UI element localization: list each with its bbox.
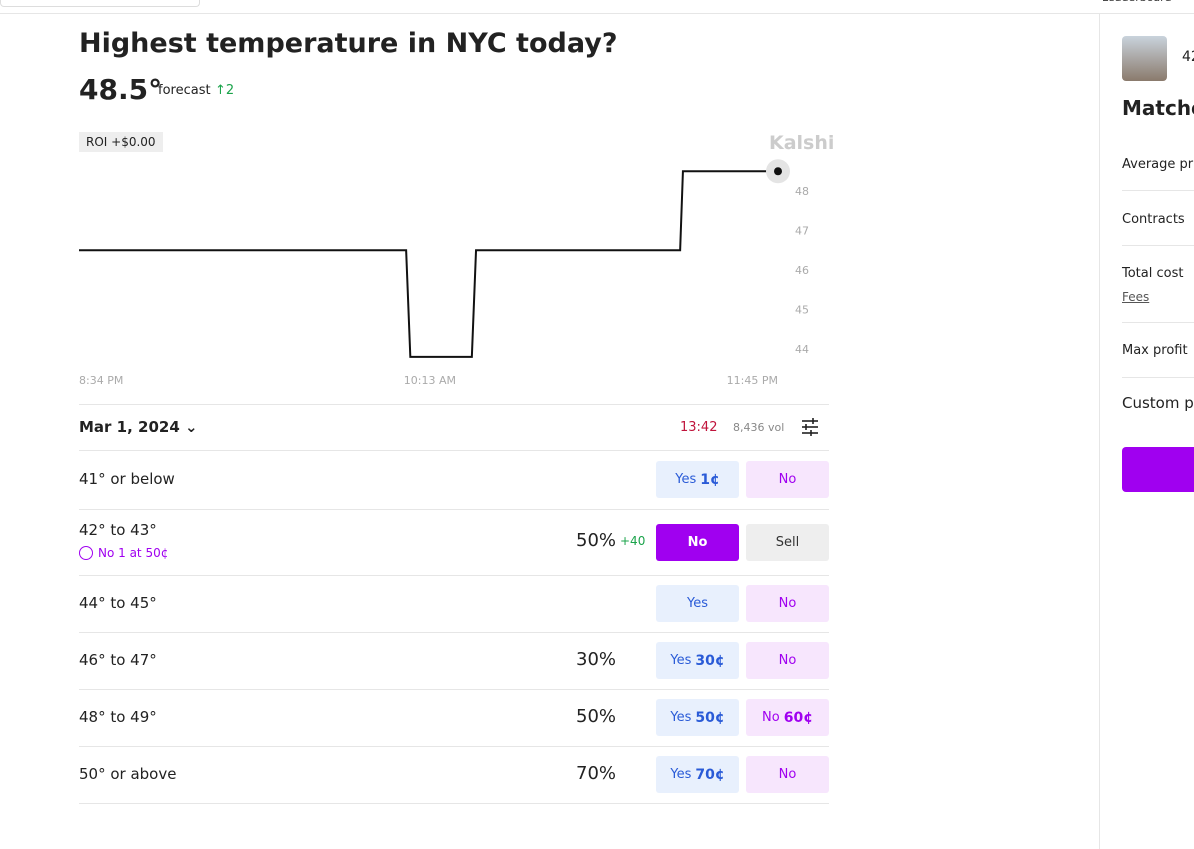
- yes-button[interactable]: No: [656, 523, 739, 561]
- sidebar: 42 Matche Average pri Contracts Total co…: [1100, 14, 1194, 849]
- button-label: Yes: [675, 472, 697, 487]
- chance: 30%: [576, 648, 617, 670]
- divider: [79, 575, 829, 576]
- forecast-label: forecast: [158, 83, 211, 98]
- divider: [1122, 245, 1194, 246]
- nav-link[interactable]: Leaderboard: [1102, 0, 1171, 4]
- volume: 8,436 vol: [733, 421, 785, 434]
- no-button[interactable]: No: [746, 756, 829, 793]
- price: 60¢: [783, 709, 813, 726]
- x-tick-label: 10:13 AM: [404, 374, 456, 387]
- button-label: No: [778, 653, 797, 668]
- price: 30¢: [695, 652, 725, 669]
- outcome-label: 41° or below: [79, 469, 175, 488]
- divider: [1122, 190, 1194, 191]
- outcome-label: 44° to 45°: [79, 593, 157, 612]
- divider: [79, 450, 829, 451]
- watermark: Kalshi: [769, 132, 835, 154]
- divider: [1122, 377, 1194, 378]
- divider: [79, 404, 829, 405]
- x-tick-label: 8:34 PM: [79, 374, 123, 387]
- y-tick-label: 46: [795, 264, 809, 277]
- yes-button[interactable]: Yes: [656, 585, 739, 622]
- yes-button[interactable]: Yes 70¢: [656, 756, 739, 793]
- total-cost: Total cost: [1122, 266, 1184, 281]
- button-label: No: [762, 710, 780, 725]
- button-label: No: [778, 596, 797, 611]
- divider: [79, 803, 829, 804]
- outcome-label: 50° or above: [79, 764, 177, 783]
- forecast-change: ↑2: [215, 83, 235, 98]
- market-image: [1122, 36, 1167, 81]
- divider: [79, 632, 829, 633]
- no-button[interactable]: No: [746, 585, 829, 622]
- divider: [79, 689, 829, 690]
- price: 1¢: [700, 471, 720, 488]
- count: 42: [1182, 49, 1194, 65]
- timer: 13:42: [680, 420, 718, 435]
- button-label: Sell: [775, 534, 800, 550]
- divider: [79, 746, 829, 747]
- position-note: No 1 at 50¢: [79, 546, 168, 560]
- button-label: No: [778, 767, 797, 782]
- chance-delta: +40: [620, 534, 646, 548]
- y-tick-label: 45: [795, 304, 809, 317]
- yes-button[interactable]: Yes 30¢: [656, 642, 739, 679]
- no-button[interactable]: No: [746, 642, 829, 679]
- roi-badge: ROI +$0.00: [79, 132, 163, 152]
- divider: [1122, 322, 1194, 323]
- y-tick-label: 48: [795, 185, 809, 198]
- fees-link[interactable]: Fees: [1122, 290, 1150, 304]
- outcome-label: 46° to 47°: [79, 650, 157, 669]
- divider: [79, 509, 829, 510]
- no-button[interactable]: Sell: [746, 523, 829, 561]
- button-label: Yes: [670, 710, 692, 725]
- outcome-label: 42° to 43°: [79, 521, 157, 539]
- divider: [0, 13, 1194, 14]
- end-point: [774, 167, 782, 176]
- contracts: Contracts: [1122, 212, 1185, 227]
- sidebar-heading: Matche: [1122, 96, 1194, 120]
- chance: 50%: [576, 705, 617, 727]
- y-tick-label: 47: [795, 225, 809, 238]
- custom-price[interactable]: Custom pr: [1122, 394, 1194, 412]
- button-label: No: [778, 472, 797, 487]
- outcome-label: 48° to 49°: [79, 707, 157, 726]
- date: Mar 1, 2024: [79, 418, 180, 436]
- chance: 70%: [576, 762, 617, 784]
- chance: 50%: [576, 530, 617, 551]
- average-price: Average pri: [1122, 157, 1194, 172]
- filter-icon[interactable]: [801, 418, 819, 436]
- button-label: No: [687, 534, 708, 550]
- chart: 44 45 46 47 48 8:34 PM 10:13 AM 11:45 PM: [79, 159, 809, 387]
- forecast-value: 48.5°: [79, 73, 163, 106]
- y-tick-label: 44: [795, 343, 809, 356]
- button-label: Yes: [670, 767, 692, 782]
- market-title: Highest temperature in NYC today?: [79, 28, 618, 59]
- price: 50¢: [695, 709, 725, 726]
- search-box[interactable]: [0, 0, 200, 7]
- button-label: Yes: [670, 653, 692, 668]
- sidebar-border: [1099, 14, 1100, 849]
- max-profit: Max profit: [1122, 343, 1188, 358]
- note: No 1 at 50¢: [98, 546, 169, 560]
- line: [79, 170, 778, 358]
- button-label: Yes: [687, 596, 708, 611]
- date-selector[interactable]: Mar 1, 2024 ⌄: [79, 418, 198, 436]
- yes-button[interactable]: Yes 50¢: [656, 699, 739, 736]
- no-button[interactable]: No 60¢: [746, 699, 829, 736]
- x-tick-label: 11:45 PM: [727, 374, 778, 387]
- check-icon: [79, 546, 93, 560]
- submit-button[interactable]: [1122, 447, 1194, 492]
- price: 70¢: [695, 766, 725, 783]
- yes-button[interactable]: Yes 1¢: [656, 461, 739, 498]
- no-button[interactable]: No: [746, 461, 829, 498]
